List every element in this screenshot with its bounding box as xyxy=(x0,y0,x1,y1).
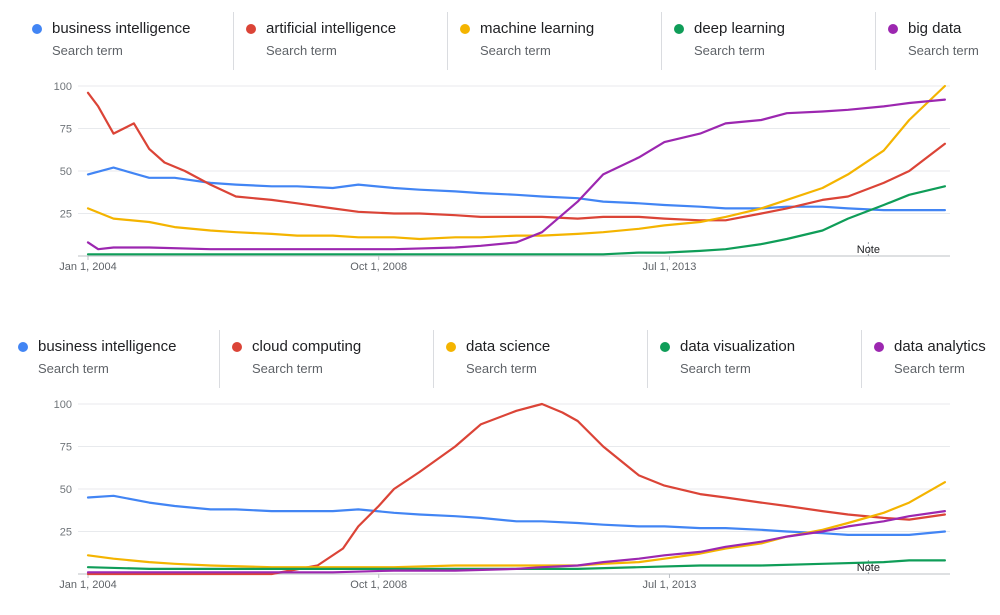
y-tick-label: 25 xyxy=(60,209,72,221)
y-tick-label: 100 xyxy=(54,81,72,93)
line-plot: 100 75 50 25 Jan 1, 2004 Oct 1, 2008 Jul 1, 20… xyxy=(54,81,950,273)
x-tick-label: Jan 1, 2004 xyxy=(59,579,117,591)
series-line-big-data xyxy=(86,98,947,251)
legend-subtitle: Search term xyxy=(480,43,551,58)
legend-dot xyxy=(232,342,242,352)
legend-term: cloud computing xyxy=(252,338,362,355)
legend-subtitle: Search term xyxy=(38,361,109,376)
legend-term: machine learning xyxy=(480,20,595,37)
legend-dot xyxy=(460,24,470,34)
series-line-business-intelligence xyxy=(86,166,947,212)
series-line-machine-learning xyxy=(86,84,947,241)
legend-dot xyxy=(32,24,42,34)
legend-divider xyxy=(875,12,876,70)
trends-chart-bottom: business intelligence Search term cloud … xyxy=(0,318,1000,608)
series-line-deep-learning xyxy=(86,185,947,256)
legend-divider xyxy=(647,330,648,388)
y-tick-label: 50 xyxy=(60,166,72,178)
x-tick-label: Oct 1, 2008 xyxy=(350,579,407,591)
series-line-data-analytics xyxy=(86,509,947,574)
legend-subtitle: Search term xyxy=(894,361,965,376)
series-line-data-science xyxy=(86,481,947,569)
legend-term: artificial intelligence xyxy=(266,20,397,37)
legend-term: business intelligence xyxy=(38,338,177,355)
legend-divider xyxy=(219,330,220,388)
note-label: Note xyxy=(857,244,880,256)
legend-divider xyxy=(661,12,662,70)
legend-dot xyxy=(888,24,898,34)
legend-dot xyxy=(246,24,256,34)
x-tick-label: Jul 1, 2013 xyxy=(643,261,697,273)
series-line-data-visualization xyxy=(86,559,947,570)
legend-dot xyxy=(446,342,456,352)
series-line-business-intelligence xyxy=(86,494,947,536)
legend-term: data analytics xyxy=(894,338,986,355)
legend-dot xyxy=(874,342,884,352)
legend-term: deep learning xyxy=(694,20,785,37)
x-tick-label: Jan 1, 2004 xyxy=(59,261,117,273)
y-tick-label: 50 xyxy=(60,484,72,496)
legend-term: big data xyxy=(908,20,962,37)
series-line-cloud-computing xyxy=(86,402,947,576)
trends-chart-top: business intelligence Search term artifi… xyxy=(0,0,1000,290)
line-plot: 100 75 50 25 Jan 1, 2004 Oct 1, 2008 Jul 1, 20… xyxy=(54,399,950,591)
legend-term: data science xyxy=(466,338,551,355)
legend-divider xyxy=(433,330,434,388)
y-tick-label: 100 xyxy=(54,399,72,411)
legend-divider xyxy=(233,12,234,70)
legend-subtitle: Search term xyxy=(266,43,337,58)
series-line-artificial-intelligence xyxy=(86,91,947,222)
legend: business intelligence Search term cloud … xyxy=(0,326,1000,388)
x-tick-label: Jul 1, 2013 xyxy=(643,579,697,591)
legend-subtitle: Search term xyxy=(252,361,323,376)
legend-divider xyxy=(447,12,448,70)
y-tick-label: 75 xyxy=(60,124,72,136)
legend-subtitle: Search term xyxy=(52,43,123,58)
legend-subtitle: Search term xyxy=(694,43,765,58)
legend-term: business intelligence xyxy=(52,20,191,37)
legend-subtitle: Search term xyxy=(466,361,537,376)
legend-subtitle: Search term xyxy=(908,43,979,58)
legend-divider xyxy=(861,330,862,388)
legend-dot xyxy=(660,342,670,352)
x-tick-label: Oct 1, 2008 xyxy=(350,261,407,273)
legend-dot xyxy=(18,342,28,352)
note-label: Note xyxy=(857,562,880,574)
legend: business intelligence Search term artifi… xyxy=(0,8,1000,70)
legend-dot xyxy=(674,24,684,34)
y-tick-label: 25 xyxy=(60,527,72,539)
legend-term: data visualization xyxy=(680,338,796,355)
y-tick-label: 75 xyxy=(60,442,72,454)
legend-subtitle: Search term xyxy=(680,361,751,376)
